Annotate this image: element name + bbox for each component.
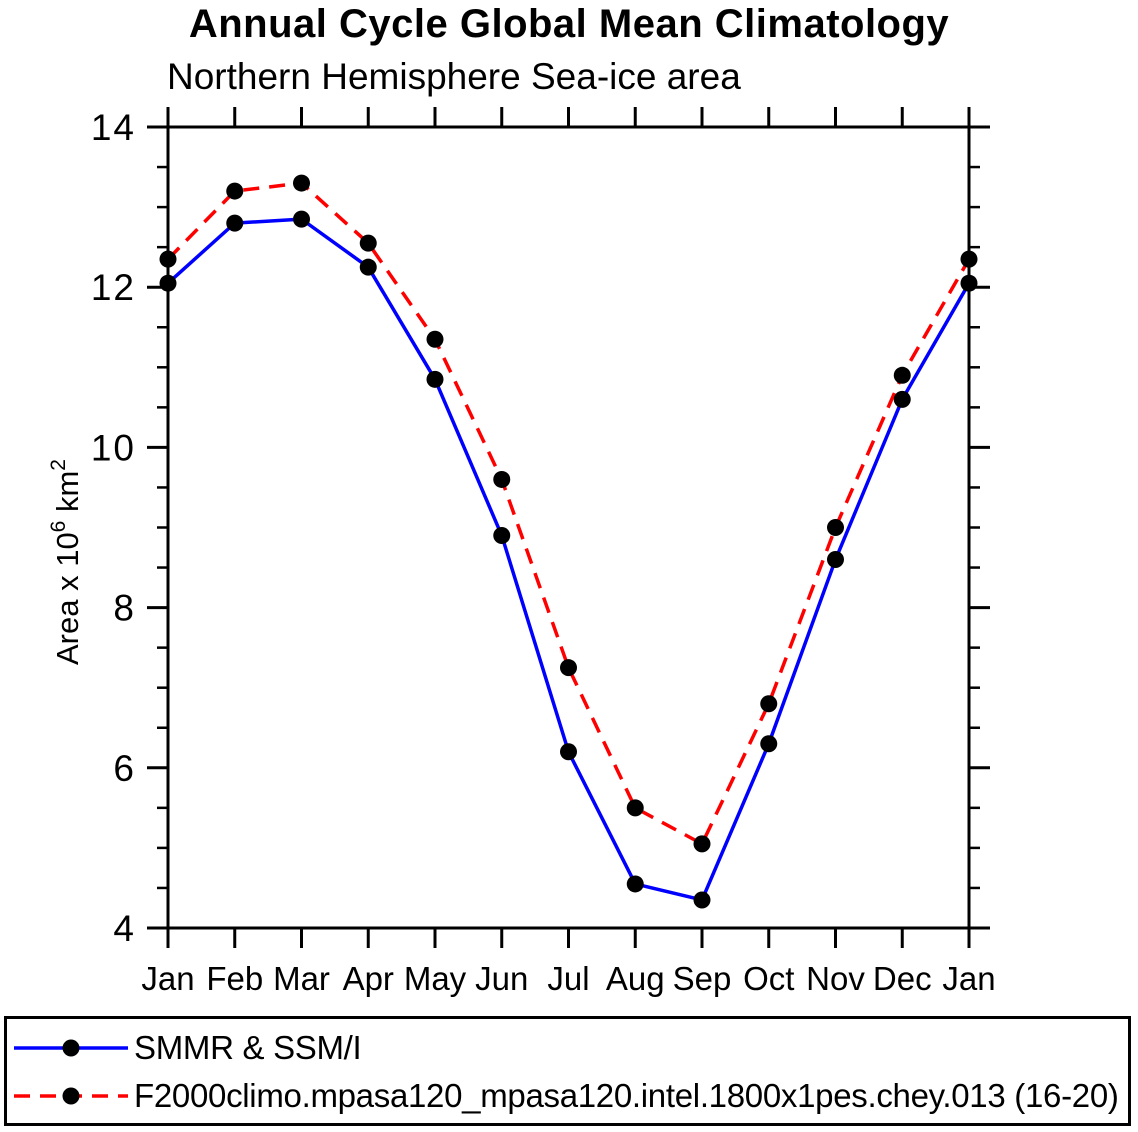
y-tick-label: 6 — [113, 748, 136, 789]
data-point-marker-1 — [960, 250, 978, 268]
x-tick-label: Oct — [743, 960, 794, 997]
data-point-marker-0 — [693, 891, 711, 909]
x-tick-label: Sep — [673, 960, 732, 997]
y-tick-label: 10 — [91, 427, 136, 468]
data-point-marker-0 — [626, 875, 644, 893]
x-tick-label: May — [404, 960, 467, 997]
y-tick-label: 12 — [91, 267, 136, 308]
legend-label-smmr: SMMR & SSM/I — [134, 1029, 362, 1066]
plot-area: Jan Feb Mar Apr May Jun Jul Aug Sep Oct Nov Dec Jan4… — [47, 107, 996, 997]
data-point-marker-0 — [359, 258, 377, 276]
legend-entry-model: F2000climo.mpasa120_mpasa120.intel.1800x… — [10, 1077, 1119, 1114]
data-point-marker-1 — [893, 366, 911, 384]
legend-line-sample-solid — [14, 1039, 128, 1057]
data-point-marker-1 — [359, 234, 377, 252]
data-point-marker-0 — [560, 743, 577, 761]
data-point-marker-1 — [626, 799, 644, 817]
x-tick-label: Mar — [273, 960, 330, 997]
data-point-marker-0 — [159, 274, 177, 292]
y-tick-label: 14 — [91, 107, 136, 148]
y-tick-label: 4 — [113, 908, 136, 949]
data-point-marker-1 — [693, 835, 711, 853]
x-tick-label: Dec — [873, 960, 932, 997]
x-tick-label: Nov — [806, 960, 865, 997]
y-tick-label: 8 — [113, 588, 136, 629]
x-tick-label: Jan — [942, 960, 995, 997]
data-point-marker-0 — [960, 274, 978, 292]
legend-line-sample-dashed — [14, 1087, 128, 1105]
legend-marker-dot — [62, 1087, 80, 1105]
data-point-marker-1 — [827, 519, 844, 536]
x-tick-label: Jul — [547, 960, 589, 997]
x-tick-label: Jun — [475, 960, 528, 997]
chart-subtitle: Northern Hemisphere Sea-ice area — [167, 56, 741, 97]
data-point-marker-1 — [760, 695, 778, 713]
data-point-marker-1 — [159, 250, 177, 268]
data-point-marker-0 — [493, 527, 511, 545]
legend: SMMR & SSM/I F2000climo.mpasa120_mpasa12… — [4, 1016, 1131, 1126]
y-axis-label: Area x 106 km2 — [47, 459, 85, 665]
data-point-marker-1 — [226, 182, 244, 200]
data-point-marker-0 — [226, 214, 244, 232]
series-line-0 — [166, 217, 971, 902]
x-tick-label: Jan — [141, 960, 194, 997]
data-point-marker-1 — [493, 470, 511, 488]
legend-label-f2000climo: F2000climo.mpasa120_mpasa120.intel.1800x… — [134, 1077, 1119, 1114]
data-point-marker-0 — [893, 390, 911, 408]
x-tick-label: Aug — [606, 960, 665, 997]
data-point-marker-1 — [560, 659, 577, 677]
legend-entry-observations: SMMR & SSM/I — [10, 1029, 362, 1066]
data-point-marker-0 — [293, 210, 310, 228]
data-point-marker-1 — [293, 174, 310, 192]
data-point-marker-0 — [827, 551, 844, 569]
data-point-marker-0 — [760, 735, 778, 753]
data-point-marker-0 — [426, 370, 444, 388]
x-tick-label: Feb — [206, 960, 263, 997]
chart-title: Annual Cycle Global Mean Climatology — [188, 2, 950, 46]
x-tick-label: Apr — [343, 960, 394, 997]
legend-marker-dot — [62, 1039, 80, 1057]
data-point-marker-1 — [426, 330, 444, 348]
